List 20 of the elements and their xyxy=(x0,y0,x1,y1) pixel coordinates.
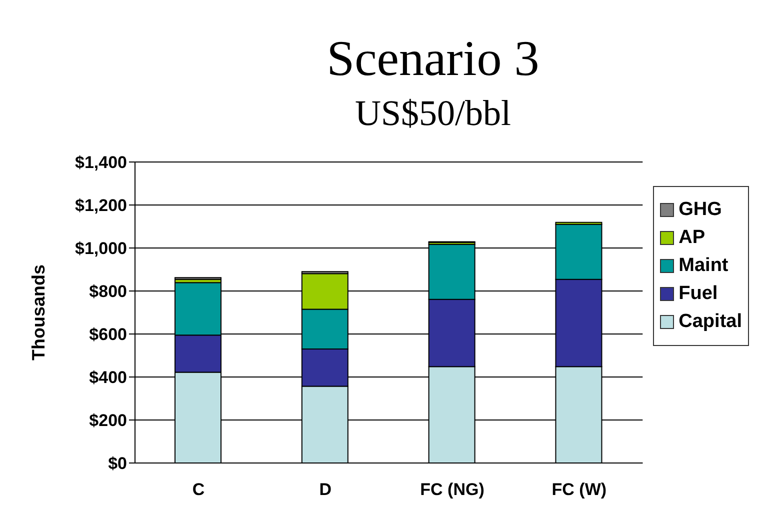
y-tick-label: $1,000 xyxy=(75,239,127,258)
x-tick-label: C xyxy=(192,480,205,500)
y-tick-label: $1,400 xyxy=(75,153,127,172)
legend-label: Capital xyxy=(678,311,742,333)
y-tick-label: $1,200 xyxy=(75,196,127,216)
legend-label: AP xyxy=(678,227,706,249)
x-tick-label: FC (W) xyxy=(552,480,607,500)
y-tick-label: $0 xyxy=(108,454,127,474)
legend-label: Fuel xyxy=(678,283,718,305)
y-axis-title: Thousands xyxy=(28,264,48,361)
legend-label: Maint xyxy=(678,255,728,277)
legend-label: GHG xyxy=(678,199,722,221)
y-tick-label: $600 xyxy=(89,325,127,344)
y-tick-label: $400 xyxy=(89,368,127,388)
chart-title: Scenario 3 xyxy=(326,30,540,86)
chart-subtitle: US$50/bbl xyxy=(354,92,512,134)
y-tick-label: $200 xyxy=(89,411,127,430)
y-tick-label: $800 xyxy=(89,282,127,302)
x-tick-label: FC (NG) xyxy=(420,480,484,500)
x-tick-label: D xyxy=(319,480,332,500)
